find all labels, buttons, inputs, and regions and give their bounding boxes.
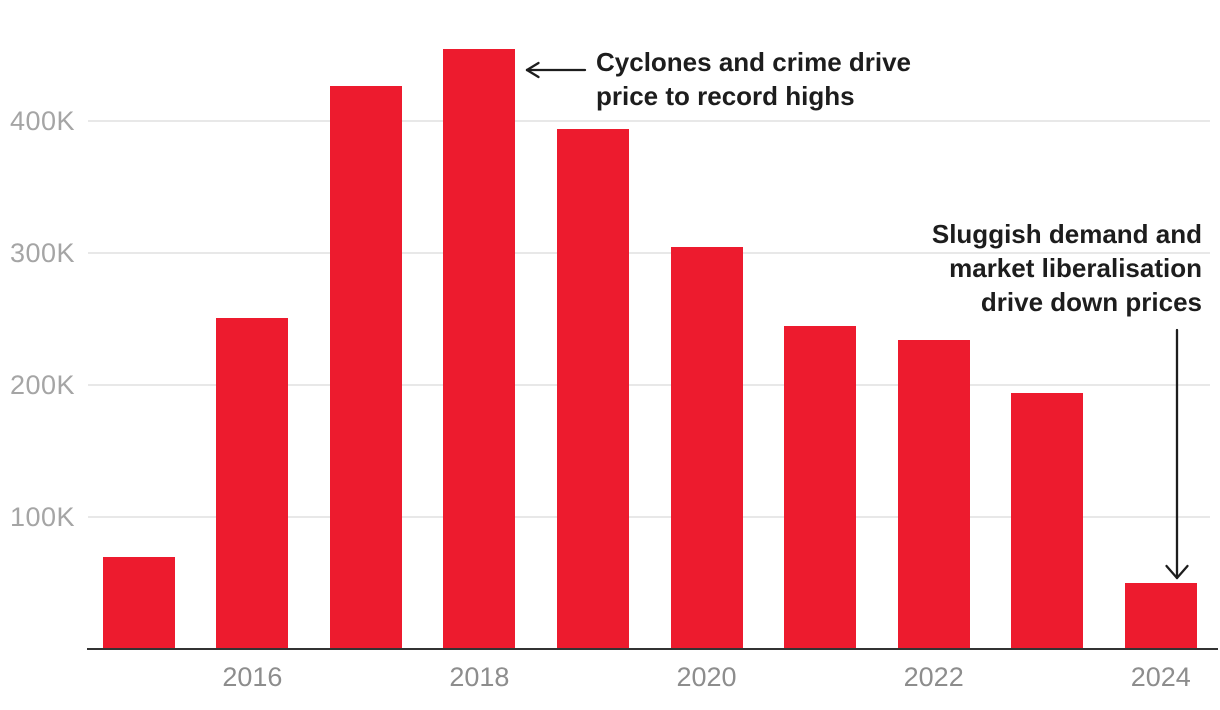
- bar-2017: [329, 85, 402, 649]
- xtick-label-2020: 2020: [676, 662, 737, 692]
- gridline-300K: [88, 252, 1210, 255]
- bar-2015: [102, 556, 175, 649]
- annotation-line: Sluggish demand and: [931, 219, 1202, 249]
- gridline-400K: [88, 120, 1210, 123]
- ytick-label-100K: 100K: [10, 502, 76, 533]
- x-axis-line: [87, 648, 1218, 651]
- xtick-label-2024: 2024: [1130, 662, 1191, 692]
- bar-2018: [443, 48, 516, 649]
- annotation-line: drive down prices: [980, 287, 1202, 317]
- annotation-line: price to record highs: [596, 81, 855, 111]
- left-arrow-icon: [525, 61, 587, 79]
- ytick-label-300K: 300K: [10, 238, 76, 269]
- bar-2020: [670, 246, 743, 649]
- bar-2024: [1124, 583, 1197, 649]
- down-arrow-icon: [1165, 328, 1189, 580]
- gridline-100K: [88, 516, 1210, 519]
- bar-2022: [897, 340, 970, 649]
- xtick-label-2016: 2016: [222, 662, 283, 692]
- annotation-line: Cyclones and crime drive: [596, 47, 912, 77]
- bar-2019: [557, 129, 629, 649]
- ytick-label-400K: 400K: [10, 106, 76, 137]
- gridline-200K: [88, 384, 1210, 387]
- bar-2023: [1011, 393, 1084, 649]
- bar-2016: [216, 317, 289, 649]
- bar-2021: [784, 325, 857, 649]
- ytick-label-200K: 200K: [10, 370, 76, 401]
- xtick-label-2018: 2018: [449, 662, 510, 692]
- annotation-line: market liberalisation: [949, 253, 1202, 283]
- annotation-price-drop: Sluggish demand and market liberalisatio…: [932, 217, 1202, 319]
- xtick-label-2022: 2022: [903, 662, 964, 692]
- annotation-record-highs: Cyclones and crime drive price to record…: [596, 45, 911, 113]
